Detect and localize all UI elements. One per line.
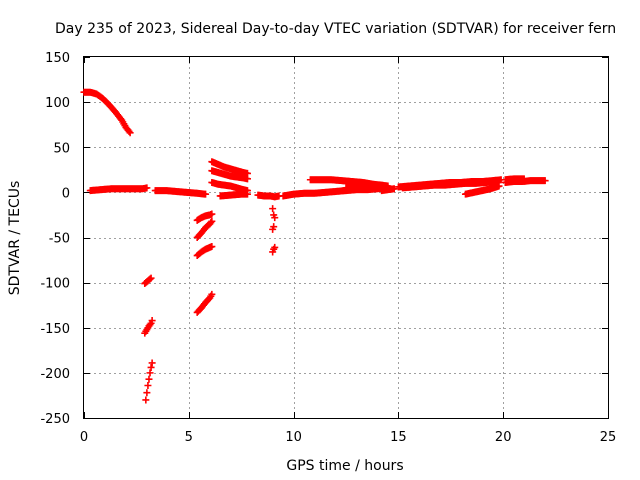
data-series	[399, 178, 501, 192]
data-series	[461, 182, 503, 198]
data-point	[147, 363, 155, 371]
tick-layer: 0 5 10 15 20 25 150 100 50 0 -50 -100 -150 -200 -250	[40, 51, 616, 445]
data-series	[142, 359, 156, 404]
data-series	[501, 175, 528, 184]
data-point	[269, 205, 277, 213]
data-series	[193, 217, 216, 241]
data-series	[193, 210, 216, 224]
data-point	[208, 290, 216, 298]
data-point	[148, 359, 156, 367]
data-series	[378, 185, 398, 195]
data-point	[208, 217, 216, 225]
data-point	[208, 243, 216, 251]
data-point	[142, 396, 150, 404]
data-series	[208, 158, 251, 177]
data-point	[271, 214, 279, 222]
y-tick-label: 50	[53, 141, 70, 156]
data-point	[390, 185, 398, 193]
data-series	[193, 290, 216, 316]
points-layer	[80, 88, 549, 404]
data-point	[208, 210, 216, 218]
data-series	[269, 223, 278, 233]
x-tick-label: 0	[80, 430, 88, 445]
x-axis-label: GPS time / hours	[286, 458, 403, 474]
data-series	[151, 187, 210, 198]
data-series	[141, 274, 155, 288]
x-tick-label: 25	[600, 430, 617, 445]
data-series	[254, 191, 283, 201]
y-axis-label: SDTVAR / TECUs	[7, 181, 23, 296]
data-point	[143, 389, 151, 397]
data-series	[86, 184, 151, 195]
y-tick-label: -200	[40, 367, 70, 382]
data-point	[143, 184, 151, 192]
data-point	[146, 369, 154, 377]
y-tick-label: -150	[40, 322, 70, 337]
data-point	[145, 375, 153, 383]
data-point	[541, 177, 549, 185]
data-point	[126, 129, 134, 137]
data-point	[146, 321, 154, 329]
data-point	[147, 274, 155, 282]
chart-title: Day 235 of 2023, Sidereal Day-to-day VTE…	[55, 21, 616, 37]
data-point	[495, 182, 503, 190]
x-tick-label: 10	[285, 430, 302, 445]
y-tick-label: 0	[62, 186, 70, 201]
y-tick-label: 100	[45, 96, 70, 111]
data-point	[271, 243, 279, 251]
data-point	[125, 127, 133, 135]
data-series	[342, 181, 381, 192]
data-point	[243, 190, 251, 198]
data-point	[270, 223, 278, 231]
data-series	[208, 167, 251, 183]
data-point	[373, 181, 381, 189]
x-tick-label: 15	[390, 430, 407, 445]
data-point	[144, 382, 152, 390]
x-tick-label: 20	[495, 430, 512, 445]
data-series	[80, 88, 134, 137]
grid-layer	[84, 57, 608, 418]
data-point	[207, 219, 215, 227]
y-tick-label: -100	[40, 277, 70, 292]
data-series	[216, 190, 251, 200]
data-point	[148, 317, 156, 325]
data-series	[208, 178, 251, 195]
data-series	[141, 317, 156, 337]
data-series	[193, 243, 216, 260]
y-tick-label: 150	[45, 51, 70, 66]
data-series	[269, 243, 279, 256]
data-series	[269, 205, 279, 222]
data-point	[243, 175, 251, 183]
y-tick-label: -50	[49, 232, 70, 247]
data-point	[520, 175, 528, 183]
y-tick-label: -250	[40, 412, 70, 427]
x-tick-label: 5	[185, 430, 193, 445]
data-point	[202, 190, 210, 198]
data-point	[146, 275, 154, 283]
plot-frame	[83, 56, 609, 419]
